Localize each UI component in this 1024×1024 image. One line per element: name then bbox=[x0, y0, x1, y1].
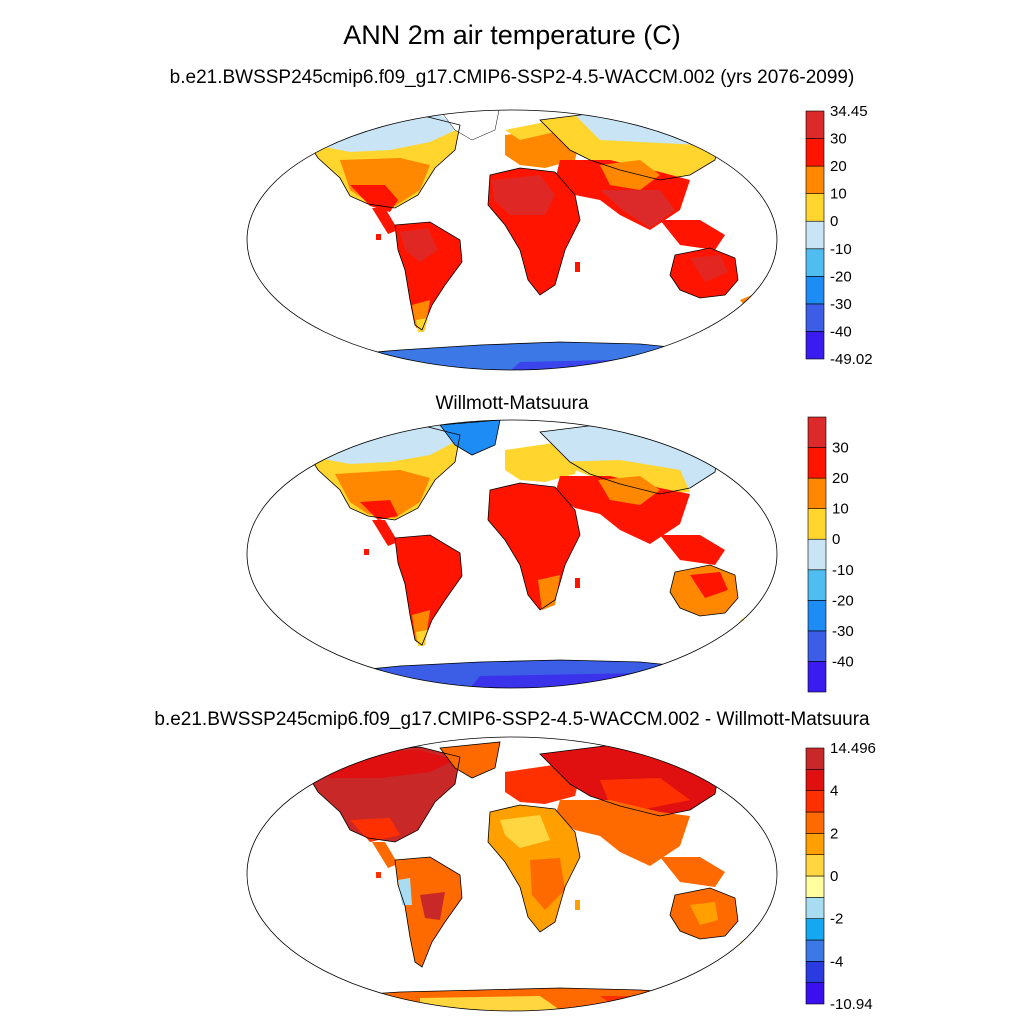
colorbar-tick-label: 20 bbox=[830, 158, 847, 175]
colorbar-swatch bbox=[805, 110, 825, 139]
colorbar-tick-label: -20 bbox=[832, 592, 854, 609]
colorbar-swatch bbox=[805, 875, 825, 898]
colorbar-swatch bbox=[805, 276, 825, 305]
colorbar-tick-label: 0 bbox=[830, 213, 838, 230]
colorbar-swatch bbox=[807, 416, 827, 448]
colorbar-swatch bbox=[805, 854, 825, 877]
colorbar-swatch bbox=[805, 331, 825, 360]
colorbar-tick-label: 2 bbox=[830, 825, 838, 842]
colorbar-swatch bbox=[807, 661, 827, 693]
colorbar-swatch bbox=[805, 982, 825, 1005]
colorbar-tick-label: -10.94 bbox=[830, 996, 873, 1013]
colorbar-swatch bbox=[807, 538, 827, 571]
colorbar-swatch bbox=[807, 508, 827, 540]
colorbar-tick-label: -4 bbox=[830, 953, 843, 970]
colorbar-tick-label: -10 bbox=[832, 562, 854, 579]
colorbar-tick-label: 10 bbox=[830, 186, 847, 203]
colorbar-swatch bbox=[805, 961, 825, 983]
colorbar-observations: -40 -30 -20 -10 0 10 20 30 bbox=[807, 416, 854, 693]
colorbar-tick-label: -10 bbox=[830, 241, 852, 258]
colorbar-tick-label: 30 bbox=[832, 440, 849, 457]
colorbar-tick-label: -20 bbox=[830, 268, 852, 285]
colorbar-tick-label: -49.02 bbox=[830, 351, 873, 368]
map-panel-observations bbox=[246, 419, 778, 689]
colorbar-tick-label: 34.45 bbox=[830, 103, 868, 120]
map-land-fill bbox=[300, 742, 752, 1011]
colorbar-tick-label: -40 bbox=[830, 323, 852, 340]
colorbar-tick-label: 30 bbox=[830, 131, 847, 148]
map-panel-model bbox=[246, 109, 778, 371]
colorbar-swatch bbox=[805, 747, 825, 770]
colorbar-swatch bbox=[807, 600, 827, 632]
colorbar-swatch bbox=[805, 220, 825, 250]
colorbar-model: -49.02 -40 -30 -20 -10 0 10 20 30 34.45 bbox=[805, 103, 873, 368]
colorbar-swatch bbox=[807, 569, 827, 601]
colorbar-tick-label: 14.496 bbox=[830, 740, 876, 757]
colorbar-tick-label: 4 bbox=[830, 783, 838, 800]
colorbar-tick-label: -30 bbox=[832, 623, 854, 640]
colorbar-swatch bbox=[805, 769, 825, 791]
colorbar-tick-label: 20 bbox=[832, 470, 849, 487]
colorbar-swatch bbox=[805, 833, 825, 855]
colorbar-swatch bbox=[805, 897, 825, 919]
colorbar-tick-label: 0 bbox=[830, 868, 838, 885]
map-frame bbox=[246, 419, 778, 689]
colorbar-swatch bbox=[805, 138, 825, 167]
colorbar-swatch bbox=[805, 303, 825, 332]
colorbar-swatch bbox=[807, 477, 827, 509]
panel-3-subtitle: b.e21.BWSSP245cmip6.f09_g17.CMIP6-SSP2-4… bbox=[154, 709, 870, 730]
colorbar-swatch bbox=[805, 918, 825, 941]
map-frame bbox=[246, 109, 778, 371]
colorbar-tick-label: -40 bbox=[832, 653, 854, 670]
colorbar-difference: -10.94 -4 -2 0 2 4 14.496 bbox=[805, 740, 876, 1013]
panel-1-subtitle: b.e21.BWSSP245cmip6.f09_g17.CMIP6-SSP2-4… bbox=[169, 67, 855, 88]
colorbar-swatch bbox=[805, 248, 825, 277]
colorbar-swatch bbox=[805, 165, 825, 194]
colorbar-swatch bbox=[805, 939, 825, 962]
colorbar-swatch bbox=[805, 193, 825, 222]
colorbar-tick-label: 10 bbox=[832, 501, 849, 518]
colorbar-swatch bbox=[805, 790, 825, 813]
map-panel-difference bbox=[246, 736, 778, 1012]
panel-2-subtitle: Willmott-Matsuura bbox=[435, 393, 589, 414]
colorbar-tick-label: 0 bbox=[832, 531, 840, 548]
colorbar-tick-label: -30 bbox=[830, 296, 852, 313]
main-title: ANN 2m air temperature (C) bbox=[343, 20, 681, 50]
colorbar-tick-label: -2 bbox=[830, 911, 843, 928]
colorbar-swatch bbox=[807, 447, 827, 479]
map-frame bbox=[246, 736, 778, 1012]
colorbar-swatch bbox=[805, 811, 825, 834]
colorbar-swatch bbox=[807, 630, 827, 662]
